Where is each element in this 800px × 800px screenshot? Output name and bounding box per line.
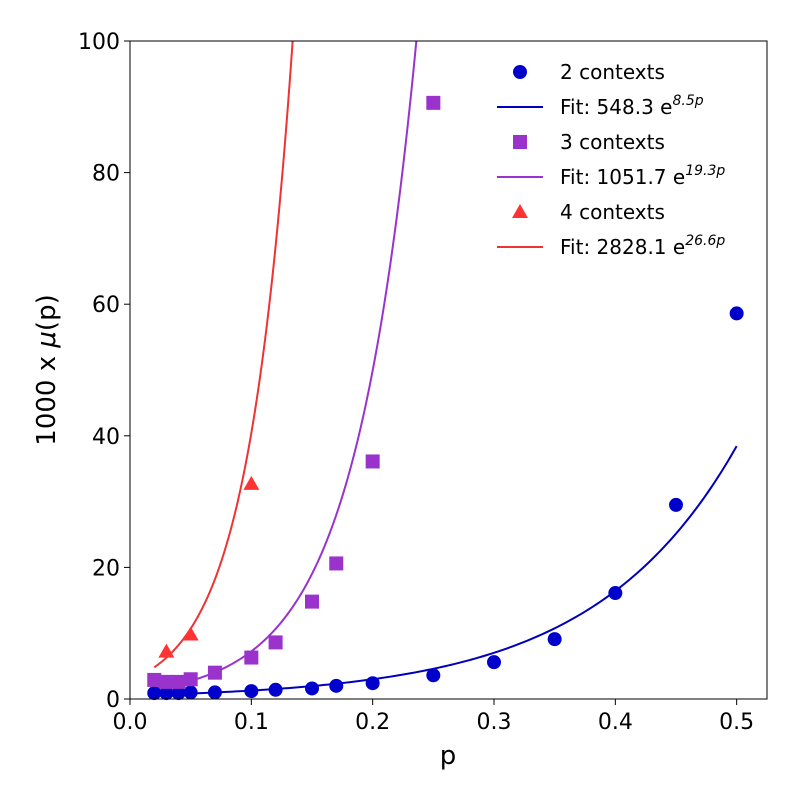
legend-marker-series-3 — [512, 204, 528, 218]
x-axis-ticks: 0.0 0.1 0.2 0.3 0.4 0.5 — [113, 699, 754, 735]
data-point-series-2 — [147, 672, 162, 687]
legend-label-series-3: 4 contexts — [560, 200, 665, 224]
data-point-series-2 — [268, 635, 283, 650]
legend-fit-label-series-3: Fit: 2828.1 e26.6p — [560, 233, 725, 259]
y-axis-ticks: 0 20 40 60 80 100 — [78, 30, 130, 713]
data-point-series-1 — [729, 306, 744, 321]
x-tick-label: 0.5 — [719, 710, 754, 735]
data-point-series-2 — [305, 594, 319, 609]
y-tick-label: 60 — [92, 293, 120, 318]
x-axis-label: p — [440, 741, 457, 771]
data-point-series-1 — [329, 678, 344, 693]
data-point-series-3 — [158, 643, 175, 658]
data-point-series-3 — [243, 475, 260, 490]
fit-line-series-3 — [153, 41, 294, 669]
fit-line-series-2 — [154, 41, 418, 690]
legend-fit-label-series-1: Fit: 548.3 e8.5p — [560, 93, 704, 119]
y-tick-label: 0 — [106, 688, 120, 713]
data-point-series-2 — [183, 672, 198, 687]
data-point-series-1 — [669, 497, 683, 512]
data-point-series-2 — [426, 95, 441, 110]
x-tick-label: 0.0 — [113, 710, 148, 735]
y-axis-label-suffix: (p) — [32, 294, 62, 331]
y-tick-label: 100 — [78, 30, 120, 55]
data-point-series-2 — [171, 674, 186, 689]
data-point-series-1 — [365, 676, 380, 691]
data-point-series-2 — [159, 674, 174, 689]
data-point-series-3 — [182, 626, 199, 641]
data-markers — [147, 95, 744, 701]
data-point-series-1 — [159, 686, 174, 701]
y-axis-label-mu: μ — [32, 331, 62, 349]
data-point-series-1 — [171, 686, 186, 701]
y-tick-label: 40 — [92, 425, 120, 450]
x-tick-label: 0.1 — [234, 710, 269, 735]
data-point-series-2 — [365, 454, 380, 469]
y-axis-label-prefix: 1000 x — [32, 348, 62, 446]
legend-marker-series-2 — [513, 135, 527, 149]
data-point-series-1 — [207, 685, 222, 700]
x-tick-label: 0.2 — [355, 710, 390, 735]
data-point-series-1 — [426, 668, 441, 683]
data-point-series-1 — [547, 632, 562, 647]
data-point-series-2 — [207, 665, 222, 680]
data-point-series-1 — [183, 685, 198, 700]
data-point-series-2 — [244, 650, 259, 665]
y-axis-label: 1000 x μ(p) — [32, 294, 62, 445]
plot-area — [130, 41, 767, 699]
y-tick-label: 80 — [92, 162, 120, 187]
data-point-series-1 — [487, 655, 501, 670]
legend-label-series-1: 2 contexts — [560, 60, 665, 84]
x-tick-label: 0.3 — [477, 710, 512, 735]
plot-frame — [129, 40, 768, 700]
data-point-series-1 — [244, 684, 259, 699]
data-point-series-1 — [608, 586, 623, 601]
legend: 2 contexts Fit: 548.3 e8.5p 3 contexts Fit:… — [497, 60, 725, 259]
data-point-series-1 — [305, 681, 319, 696]
y-tick-label: 20 — [92, 556, 120, 581]
legend-marker-series-1 — [513, 65, 527, 79]
legend-fit-label-series-2: Fit: 1051.7 e19.3p — [560, 163, 725, 189]
data-point-series-1 — [268, 682, 283, 697]
legend-label-series-2: 3 contexts — [560, 130, 665, 154]
data-point-series-2 — [329, 556, 344, 571]
data-point-series-1 — [147, 686, 162, 701]
x-tick-label: 0.4 — [598, 710, 633, 735]
